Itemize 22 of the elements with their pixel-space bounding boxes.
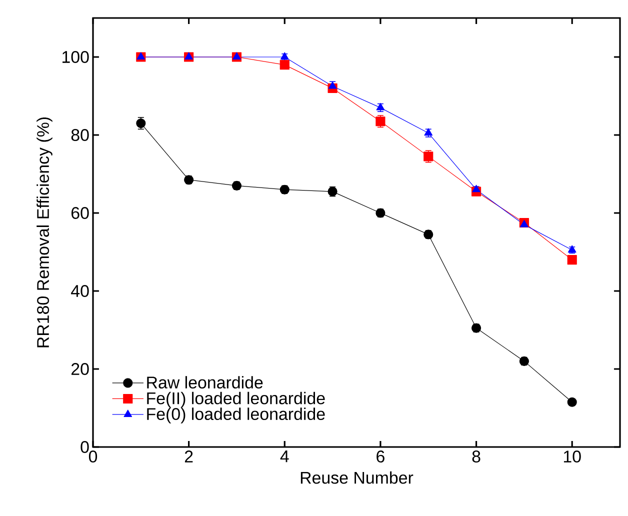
y-tick-label: 80 — [71, 129, 89, 141]
x-tick-label: 6 — [376, 450, 384, 463]
x-tick-label: 2 — [184, 450, 193, 462]
y-tick-label: 60 — [72, 207, 89, 219]
point — [280, 60, 290, 70]
y-tick-label: 0 — [80, 441, 89, 453]
y-tick-label: 20 — [72, 363, 89, 375]
y-tick-label: 100 — [62, 51, 89, 63]
point — [567, 397, 577, 407]
legend-label: Fe(0) loaded leonardide — [147, 408, 325, 424]
x-tick-label: 4 — [280, 450, 289, 462]
point — [472, 184, 480, 192]
x-tick-label: 0 — [88, 450, 98, 463]
x-tick-label: 10 — [564, 450, 581, 463]
y-tick-label: 40 — [71, 285, 89, 297]
y-axis-title: RR180 Removal Efficiency (%) — [36, 118, 52, 348]
point — [567, 255, 577, 265]
x-axis-title: Reuse Number — [300, 471, 414, 484]
legend-label: Fe(II) loaded leonardide — [147, 392, 325, 408]
point — [328, 81, 337, 89]
x-tick-label: 8 — [472, 450, 480, 463]
legend-label: Raw leonardide — [147, 376, 263, 389]
